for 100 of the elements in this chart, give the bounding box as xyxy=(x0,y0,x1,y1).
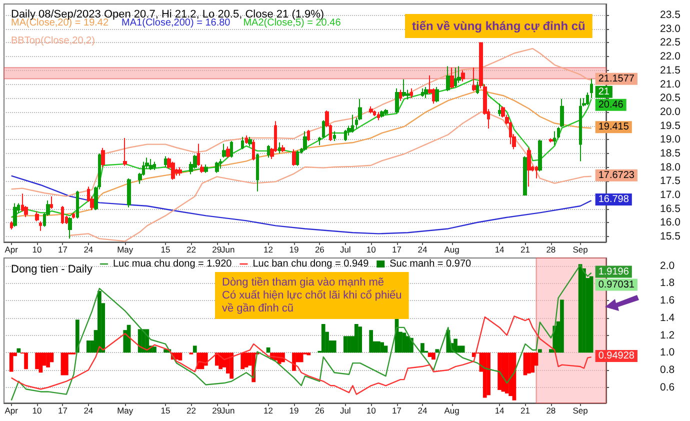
x-tick-label: 24 xyxy=(418,406,428,416)
text: MA(Close,20) = 19.42 xyxy=(11,18,109,28)
x-tick-label: 21 xyxy=(520,406,530,416)
x-tick-label: 12 xyxy=(264,244,274,254)
candlestick xyxy=(351,114,354,134)
bar xyxy=(460,346,465,353)
bar xyxy=(560,300,564,353)
x-tick-label: 28 xyxy=(546,406,556,416)
bar xyxy=(428,352,432,357)
y-tick-label: 15.5 xyxy=(660,230,681,242)
bar xyxy=(230,352,234,379)
bar xyxy=(482,352,487,398)
candlestick xyxy=(61,206,64,225)
y-tick-label: 20.0 xyxy=(660,106,681,118)
x-tick-label: Aug xyxy=(444,244,460,254)
candlestick xyxy=(410,88,413,99)
candlestick xyxy=(153,161,156,171)
candlestick xyxy=(527,147,531,188)
x-tick-label: Sep xyxy=(572,244,588,254)
candlestick xyxy=(252,139,255,161)
x-tick-label: 17 xyxy=(58,406,68,416)
candlestick xyxy=(457,66,461,84)
y-tick-label: 1.8 xyxy=(660,277,675,290)
candlestick xyxy=(523,156,527,196)
x-tick-label: Jul xyxy=(340,244,351,254)
candlestick xyxy=(399,89,402,102)
y-tick-label: 18.5 xyxy=(660,147,681,160)
x-tick-label: Aug xyxy=(444,406,460,416)
y-tick-label: 19.5 xyxy=(660,120,681,132)
candlestick xyxy=(248,136,252,148)
data-label: 21.1577 xyxy=(598,73,635,84)
candlestick xyxy=(10,220,13,230)
bar xyxy=(152,346,156,353)
bar xyxy=(24,352,28,370)
x-tick-label: 29 xyxy=(212,244,222,254)
candlestick xyxy=(278,142,281,154)
x-tick-label: 10 xyxy=(32,406,42,416)
candlestick xyxy=(123,137,127,166)
candlestick xyxy=(219,158,222,170)
candlestick xyxy=(535,165,538,179)
y-tick-label: 20.5 xyxy=(660,92,681,104)
candlestick xyxy=(39,220,42,232)
bar xyxy=(498,352,502,390)
bar xyxy=(354,324,358,353)
y-tick-label: 1.4 xyxy=(660,312,675,324)
y-tick-label: 23.5 xyxy=(660,9,681,22)
bar xyxy=(35,352,39,370)
x-tick-label: 24 xyxy=(84,406,94,416)
text: Dong tien - Daily xyxy=(11,264,93,276)
candlestick xyxy=(402,78,406,98)
y-tick-label: 17.0 xyxy=(660,188,681,201)
line-series xyxy=(69,111,592,242)
candlestick xyxy=(450,67,454,89)
candlestick xyxy=(149,158,153,171)
candlestick xyxy=(296,150,299,166)
x-tick-label: Jun xyxy=(221,244,236,254)
candlestick xyxy=(333,130,336,142)
candlestick xyxy=(435,86,439,103)
bar xyxy=(384,346,388,353)
candlestick xyxy=(472,67,476,92)
candlestick xyxy=(35,211,39,222)
x-tick-label: May xyxy=(117,244,134,254)
annotation: Dòng tiền tham gia vào mạnh mẽ Có xuất hiện lực chốt lãi khi cổ phiếu về gần đỉnh cũ xyxy=(222,276,402,314)
candlestick xyxy=(557,126,560,139)
candlestick xyxy=(101,147,105,168)
bar xyxy=(358,326,362,353)
candlestick xyxy=(538,139,542,172)
legend-label: Suc manh = 0.970 xyxy=(390,258,472,270)
data-label: 16.798 xyxy=(598,194,630,206)
data-label: 0.94928 xyxy=(598,350,635,362)
text: MA1(Close,200) = 16.80 xyxy=(122,18,231,28)
x-tick-label: 28 xyxy=(546,244,556,254)
bar xyxy=(538,349,542,353)
x-tick-label: May xyxy=(117,406,134,416)
bar xyxy=(432,352,436,360)
x-tick-label: 22 xyxy=(186,244,196,254)
line-series xyxy=(10,48,592,197)
candlestick xyxy=(292,148,296,166)
bar xyxy=(343,336,348,353)
x-tick-label: 22 xyxy=(186,406,196,416)
legend-label: Luc mua chu dong = 1.920 xyxy=(113,258,232,270)
x-tick-label: Apr xyxy=(4,406,18,416)
bar xyxy=(86,340,90,353)
candlestick xyxy=(171,161,175,180)
bar xyxy=(420,343,424,353)
bar xyxy=(526,352,531,374)
data-label: 20.46 xyxy=(598,99,624,110)
x-tick-label: 29 xyxy=(212,406,222,416)
candlestick xyxy=(377,111,380,121)
x-tick-label: 26 xyxy=(314,244,325,254)
bar xyxy=(292,352,296,371)
x-tick-label: 10 xyxy=(366,406,376,416)
y-tick-label: 0.6 xyxy=(660,381,675,394)
candlestick xyxy=(586,92,589,106)
candlestick xyxy=(204,164,208,174)
bar xyxy=(380,342,384,353)
candlestick xyxy=(454,67,457,88)
candlestick xyxy=(281,144,285,153)
bar xyxy=(38,352,43,373)
candlestick xyxy=(178,166,182,176)
